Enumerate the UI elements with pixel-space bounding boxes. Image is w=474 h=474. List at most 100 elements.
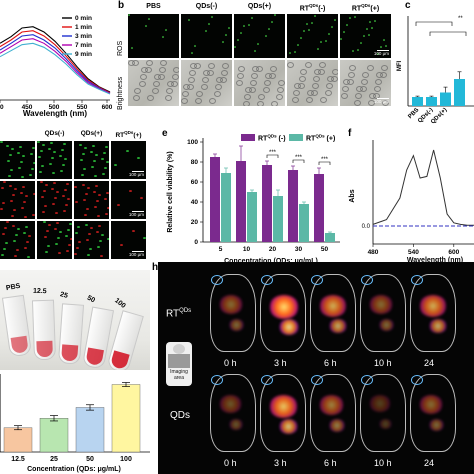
heat-spot: [269, 295, 299, 319]
panel-e-legend-label-1: RTQDs (-): [258, 134, 286, 143]
ros-speck: [211, 16, 213, 18]
panel-a-legend-label-1: 1 min: [75, 24, 92, 31]
panel-a-legend-label-4: 9 min: [75, 51, 92, 58]
fluor-speck: [105, 146, 108, 148]
mouse-head-icon: [173, 344, 185, 354]
panel-b-row-ros: ROS: [117, 40, 124, 56]
fluor-speck: [48, 224, 51, 226]
panel-b-scale-bar: 100 μm: [373, 99, 389, 104]
panel-b-brightness-image-4: 100 μm: [340, 60, 391, 106]
panel-a-tick-label-0: 00: [0, 104, 4, 111]
fluor-speck: [120, 244, 123, 246]
panel-e-sig-bracket-1: [292, 159, 305, 163]
fluor-speck: [42, 144, 45, 146]
panel-a-x-ticks: 00 450 500 550 600: [0, 100, 112, 111]
panel-g-tube-label-3: 50: [85, 294, 96, 305]
panel-g-bar-0: [3, 427, 33, 453]
cell-shape: [171, 81, 178, 87]
panel-h-mouse-r0-c1: [260, 274, 306, 352]
cell-shape: [325, 90, 332, 96]
ros-speck: [205, 30, 207, 32]
fluor-speck: [94, 206, 97, 208]
panel-h-time-top-0: 0 h: [224, 358, 237, 368]
panel-d-image-r0-c2: [74, 141, 109, 179]
cell-shape: [354, 100, 361, 106]
panel-a-tick-label-4: 600: [102, 104, 112, 111]
cell-shape: [153, 81, 160, 87]
cell-shape: [257, 101, 264, 106]
fluor-speck: [19, 146, 22, 148]
tumor-marker: [261, 375, 273, 385]
panel-b-col-header-1: QDs(-): [195, 3, 218, 10]
panel-h-mouse-r0-c3: [360, 274, 406, 352]
heat-spot: [369, 295, 393, 314]
fluor-speck: [40, 181, 43, 183]
fluor-speck: [54, 228, 57, 230]
panel-b-ros-image-2: [234, 14, 285, 58]
tumor-marker: [311, 275, 323, 285]
panel-g-tube-label-2: 25: [59, 291, 69, 300]
tumor-marker: [211, 275, 223, 285]
panel-b-brightness-image-1: [181, 60, 232, 106]
panel-e-ytick-label-5: 100: [187, 139, 198, 146]
fluor-speck: [81, 174, 84, 176]
fluor-speck: [132, 230, 135, 232]
cell-shape: [374, 86, 381, 92]
cell-shape: [165, 95, 172, 101]
cell-shape: [299, 76, 306, 82]
ros-speck: [306, 23, 308, 25]
heat-spot: [229, 319, 244, 331]
panel-b-ros-image-4: 100 μm: [340, 14, 391, 58]
ros-speck: [320, 41, 322, 43]
panel-c-sig-bracket-inner: [429, 31, 467, 36]
ros-speck: [274, 14, 276, 16]
cell-shape: [146, 60, 153, 66]
panel-f-lines: [372, 149, 474, 227]
fluor-speck: [67, 229, 70, 231]
fluor-speck: [95, 154, 98, 156]
fluor-speck: [60, 170, 63, 172]
cell-shape: [320, 97, 327, 103]
fluor-speck: [107, 207, 109, 209]
fluor-speck: [96, 231, 99, 233]
cell-shape: [202, 77, 209, 83]
panel-b-col-header-2: QDs(+): [247, 3, 272, 10]
fluor-speck: [46, 230, 49, 232]
panel-h-time-top-1: 3 h: [274, 358, 287, 368]
fluor-speck: [101, 158, 104, 160]
panel-g-tube-liquid-1: [36, 340, 53, 358]
panel-a-line-0: [0, 26, 111, 93]
fluor-speck: [11, 215, 14, 217]
fluor-speck: [126, 150, 129, 152]
cell-shape: [134, 88, 141, 94]
ros-speck: [248, 24, 250, 26]
cell-shape: [293, 90, 300, 96]
ros-speck: [317, 48, 319, 50]
cell-shape: [361, 79, 368, 85]
panel-b-col-header-0: PBS: [146, 3, 161, 10]
panel-a-legend: 0 min 1 min 3 min 7 min 9 min: [62, 15, 92, 58]
ros-speck: [343, 31, 345, 33]
panel-b-ros-image-1: [181, 14, 232, 58]
panel-h-mouse-r1-c2: [310, 374, 356, 452]
fluor-speck: [87, 187, 90, 189]
panel-f-x-ticks: 480 540 600: [368, 244, 460, 256]
fluor-speck: [2, 233, 5, 235]
panel-e-legend-swatch-2: [289, 134, 303, 141]
fluor-speck: [33, 162, 35, 164]
cell-shape: [196, 91, 203, 97]
panel-h-mouse-r0-c2: [310, 274, 356, 352]
tumor-marker: [411, 275, 423, 285]
heat-spot: [369, 395, 391, 412]
cell-shape: [187, 84, 194, 90]
fluor-speck: [55, 212, 58, 214]
panel-e-ytick-label-1: 20: [191, 219, 199, 226]
fluor-speck: [90, 227, 93, 229]
panel-c-bar-1: [426, 97, 437, 106]
fluor-speck: [67, 198, 70, 200]
fluor-speck: [100, 255, 103, 257]
fluor-speck: [23, 232, 26, 234]
panel-g-tube-liquid-4: [109, 350, 130, 370]
ros-speck: [222, 41, 224, 43]
